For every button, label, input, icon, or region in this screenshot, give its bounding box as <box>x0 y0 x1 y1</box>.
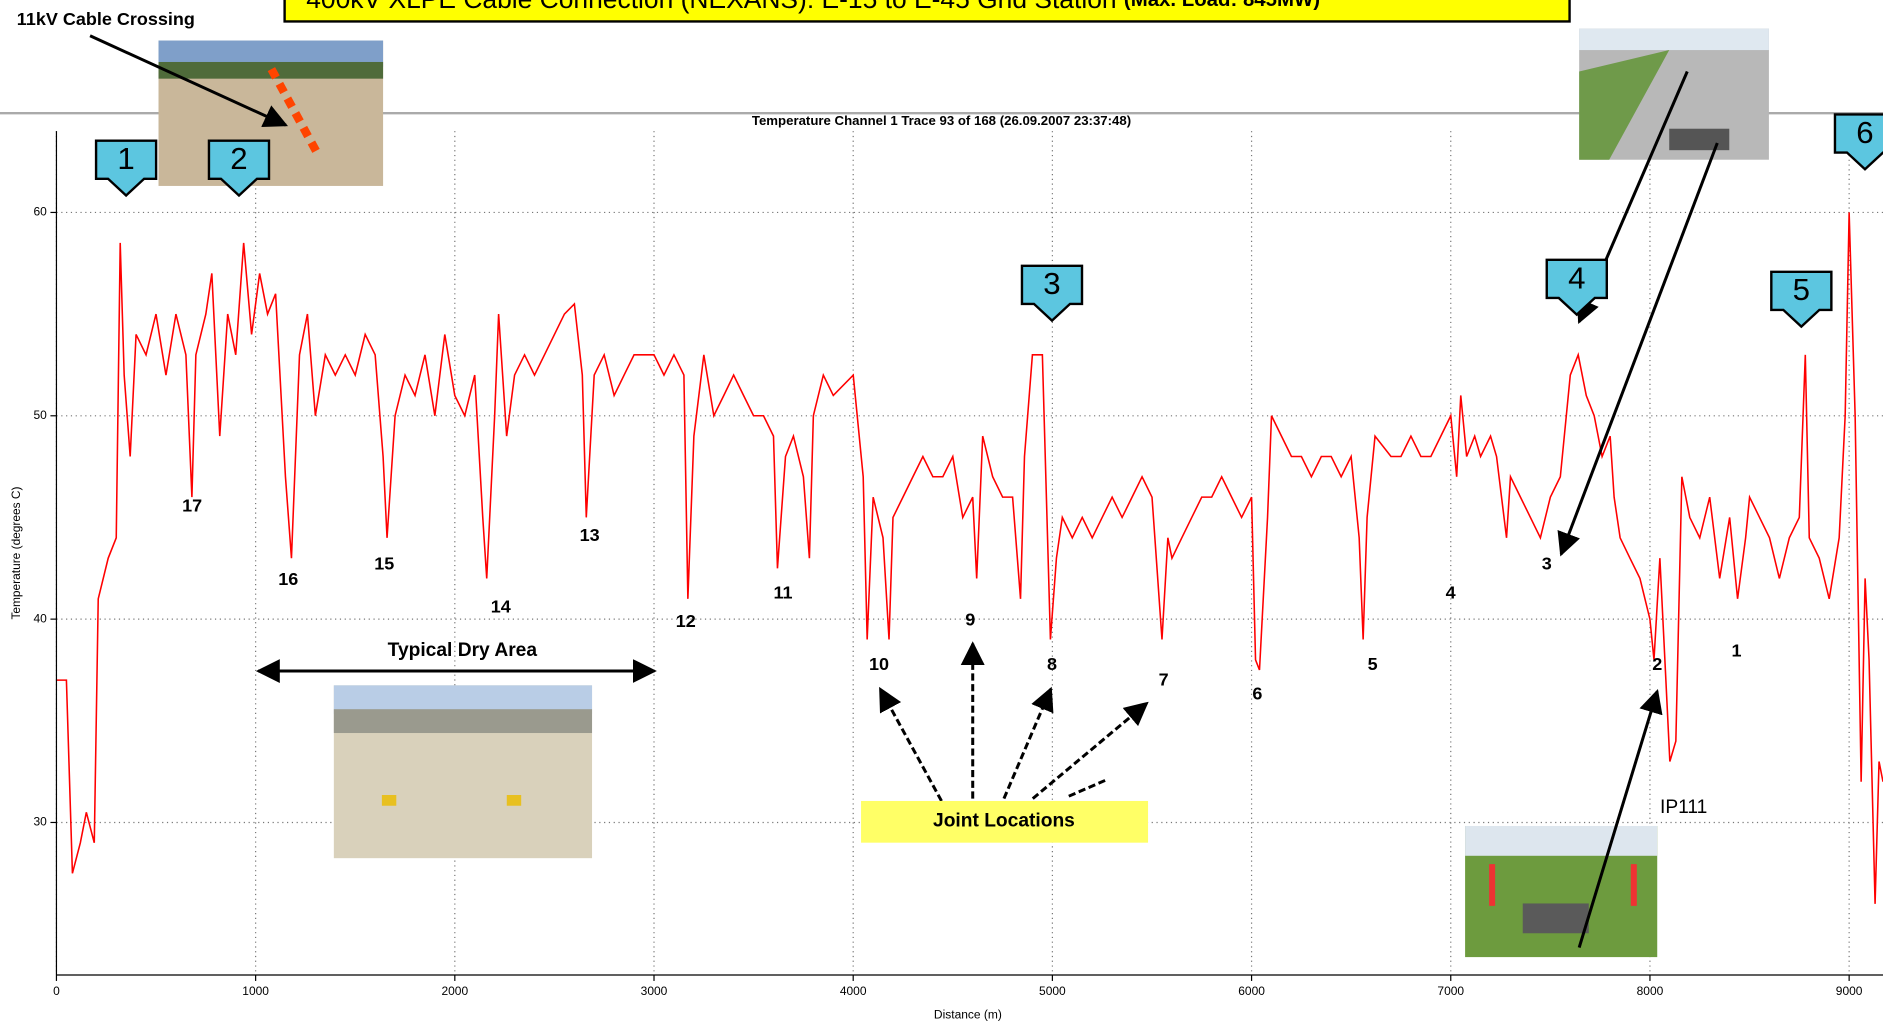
chart: 400kV XLPE Cable Connection (NEXANS): E-… <box>0 0 1883 1031</box>
x-tick-label: 6000 <box>1238 984 1265 998</box>
marker-label: 6 <box>1856 115 1873 150</box>
joints-label: Joint Locations <box>933 810 1075 831</box>
joint-label: 1 <box>1731 641 1741 661</box>
plot <box>56 212 1883 903</box>
headline-main: 400kV XLPE Cable Connection (NEXANS): E-… <box>306 0 1116 14</box>
x-tick-label: 2000 <box>441 984 468 998</box>
chart-title: Temperature Channel 1 Trace 93 of 168 (2… <box>752 113 1131 128</box>
y-tick-label: 60 <box>33 205 47 219</box>
marker-label: 4 <box>1568 260 1585 295</box>
joint-label: 3 <box>1542 554 1552 574</box>
y-tick-label: 50 <box>33 408 47 422</box>
photo-manhole <box>1465 826 1657 957</box>
marker-label: 2 <box>230 141 247 176</box>
joint-label: 17 <box>182 495 202 515</box>
y-tick-label: 30 <box>33 815 47 829</box>
joint-label: 8 <box>1047 654 1057 674</box>
crossing-label: 11kV Cable Crossing <box>17 9 195 29</box>
x-axis-label: Distance (m) <box>934 1008 1002 1022</box>
joint-label: 11 <box>773 582 792 602</box>
photo-crossing <box>159 41 384 186</box>
x-tick-label: 9000 <box>1836 984 1863 998</box>
x-tick-label: 3000 <box>641 984 668 998</box>
joint-label: 6 <box>1252 684 1262 704</box>
joint-label: 7 <box>1159 669 1169 689</box>
ip-label: IP111 <box>1660 797 1707 818</box>
x-tick-label: 8000 <box>1637 984 1664 998</box>
y-axis-label: Temperature (degrees C) <box>9 487 23 620</box>
marker-label: 3 <box>1043 266 1060 301</box>
x-tick-label: 4000 <box>840 984 867 998</box>
joint-label: 4 <box>1446 582 1456 602</box>
x-tick-label: 0 <box>53 984 60 998</box>
photo-dry-area <box>334 685 592 858</box>
x-tick-label: 1000 <box>242 984 269 998</box>
joint-label: 12 <box>676 611 696 631</box>
joint-label: 13 <box>580 525 600 545</box>
x-tick-label: 7000 <box>1437 984 1464 998</box>
marker-label: 1 <box>117 141 134 176</box>
photo-road <box>1579 29 1769 160</box>
joint-label: 2 <box>1652 654 1662 674</box>
joint-label: 15 <box>374 554 394 574</box>
joint-label: 5 <box>1368 654 1378 674</box>
page: {"headline": "400kV XLPE Cable Connectio… <box>0 0 1883 1031</box>
joint-label: 9 <box>965 610 975 630</box>
temperature-line <box>56 212 1883 903</box>
joint-label: 16 <box>278 569 298 589</box>
y-tick-label: 40 <box>33 611 47 625</box>
joint-label: 14 <box>491 597 511 617</box>
dry-area-label: Typical Dry Area <box>388 640 538 661</box>
headline-load: (Max. Load: 845MW) <box>1124 0 1320 12</box>
joint-label: 10 <box>869 654 889 674</box>
x-tick-label: 5000 <box>1039 984 1066 998</box>
marker-label: 5 <box>1793 272 1810 307</box>
